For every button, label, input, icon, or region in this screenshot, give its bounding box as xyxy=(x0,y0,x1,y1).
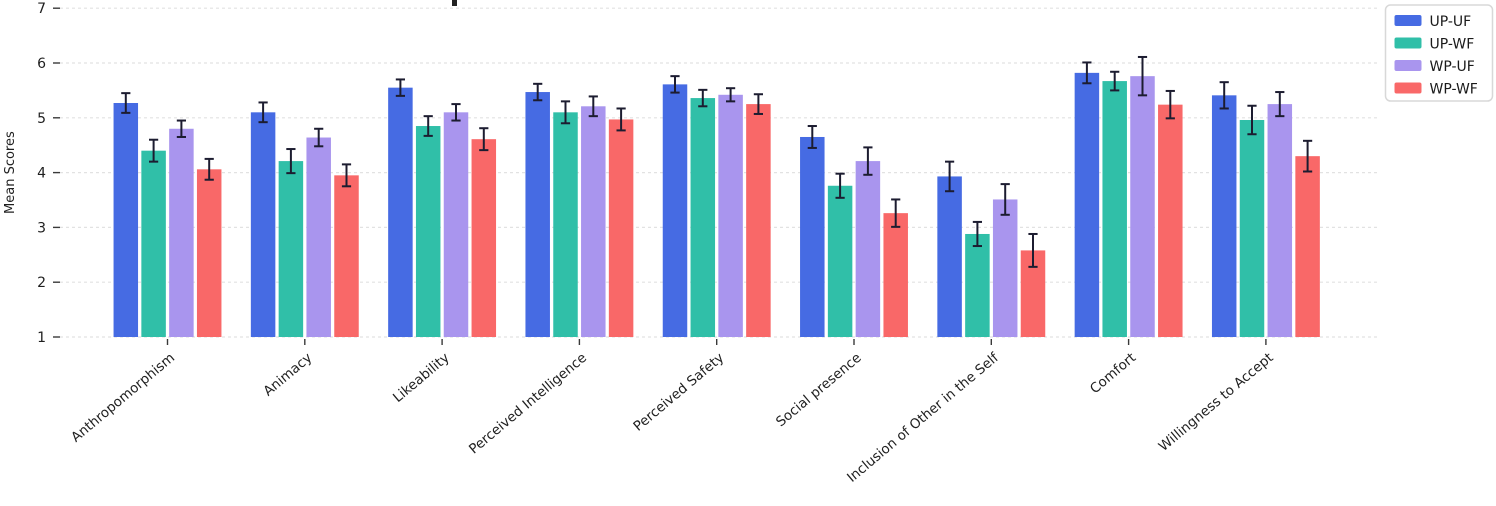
bar xyxy=(1158,104,1183,337)
x-tick-label: Animacy xyxy=(260,350,315,400)
x-tick-label: Willingness to Accept xyxy=(1156,350,1277,455)
bar xyxy=(1267,104,1293,337)
x-tick-label: Social presence xyxy=(773,350,865,430)
bar xyxy=(196,169,222,337)
y-tick-label: 4 xyxy=(37,166,46,182)
x-tick-label: Inclusion of Other in the Self xyxy=(844,349,1003,486)
x-tick-label: Anthropomorphism xyxy=(68,350,178,446)
legend-label: UP-UF xyxy=(1430,14,1472,30)
bar xyxy=(827,185,853,337)
x-tick-label: Perceived Intelligence xyxy=(466,350,590,458)
bar xyxy=(662,84,688,337)
bar xyxy=(250,112,276,337)
legend-swatch xyxy=(1394,60,1422,71)
bar xyxy=(746,104,771,337)
y-tick-label: 7 xyxy=(37,1,46,17)
bar xyxy=(278,161,304,337)
legend-swatch xyxy=(1394,37,1422,49)
bar xyxy=(581,106,606,338)
bar xyxy=(1074,72,1100,337)
legend-label: WP-WF xyxy=(1430,82,1478,98)
bar xyxy=(965,233,990,337)
legend-label: WP-UF xyxy=(1430,59,1475,75)
bar xyxy=(113,103,139,337)
bar xyxy=(608,119,634,337)
y-tick-label: 1 xyxy=(37,330,46,346)
bar xyxy=(1239,119,1265,337)
legend-swatch xyxy=(1394,82,1422,94)
y-tick-label: 2 xyxy=(37,275,46,291)
bar xyxy=(334,175,359,337)
bar xyxy=(169,128,194,337)
legend-label: UP-WF xyxy=(1430,37,1475,53)
bar xyxy=(883,213,908,337)
bar xyxy=(306,137,331,337)
x-tick-label: Likeability xyxy=(390,350,453,406)
bar xyxy=(1102,81,1127,337)
bar xyxy=(1295,156,1320,337)
legend-box xyxy=(1384,4,1494,102)
bar xyxy=(855,161,881,337)
x-tick-label: Comfort xyxy=(1087,350,1139,397)
x-tick-label: Perceived Safety xyxy=(630,350,727,435)
bar xyxy=(992,199,1018,337)
bar xyxy=(525,92,550,337)
bar xyxy=(690,98,716,338)
bar xyxy=(553,112,578,337)
clipped-title-fragment xyxy=(452,0,457,6)
bar xyxy=(443,112,469,337)
bar xyxy=(141,150,166,337)
y-tick-label: 3 xyxy=(37,220,46,236)
bar xyxy=(415,126,441,338)
bar xyxy=(800,136,825,337)
legend-swatch xyxy=(1394,15,1422,26)
y-tick-label: 6 xyxy=(37,56,46,72)
bar xyxy=(388,87,413,337)
bar xyxy=(937,176,962,337)
bar xyxy=(1211,95,1237,337)
bar xyxy=(718,94,743,337)
y-tick-label: 5 xyxy=(37,111,46,127)
bar xyxy=(1130,76,1155,337)
bar xyxy=(471,139,497,337)
y-axis-label: Mean Scores xyxy=(3,131,18,214)
